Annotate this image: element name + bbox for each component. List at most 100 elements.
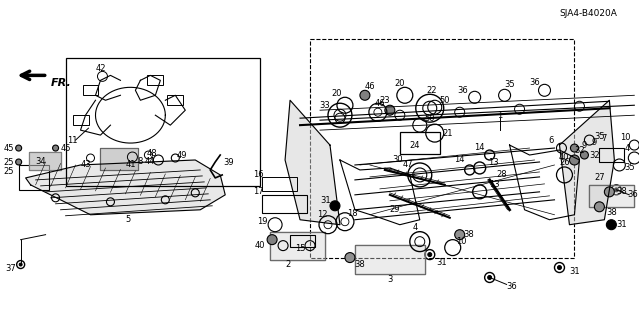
- Circle shape: [604, 187, 614, 197]
- Bar: [600, 148, 625, 162]
- Text: 30: 30: [392, 155, 403, 165]
- Text: 9: 9: [582, 141, 587, 150]
- Text: 47: 47: [403, 160, 413, 169]
- Text: 1: 1: [497, 111, 502, 120]
- Text: 31: 31: [616, 220, 627, 229]
- Polygon shape: [589, 185, 634, 207]
- Polygon shape: [29, 152, 61, 170]
- Text: 17: 17: [253, 187, 264, 197]
- Text: SJA4-B4020A: SJA4-B4020A: [559, 9, 617, 18]
- Bar: [270, 232, 325, 260]
- Circle shape: [557, 265, 561, 270]
- Text: 36: 36: [627, 190, 637, 199]
- Text: 38: 38: [355, 260, 365, 269]
- Text: 46: 46: [374, 99, 385, 108]
- Text: 3: 3: [387, 275, 392, 284]
- Bar: [29, 152, 61, 170]
- Text: 38: 38: [606, 208, 617, 217]
- Text: 25: 25: [3, 159, 14, 167]
- Text: 4: 4: [412, 223, 417, 232]
- Text: 34: 34: [35, 158, 46, 167]
- Circle shape: [360, 90, 370, 100]
- Text: 22: 22: [426, 86, 437, 95]
- Text: 24: 24: [410, 141, 420, 150]
- Text: 35: 35: [624, 163, 635, 173]
- Text: 28: 28: [496, 170, 507, 179]
- Text: 14: 14: [474, 143, 485, 152]
- Text: 33: 33: [319, 101, 330, 110]
- Text: 8: 8: [138, 158, 143, 167]
- Bar: [167, 95, 183, 105]
- Bar: [147, 75, 163, 85]
- Text: 42: 42: [95, 64, 106, 73]
- Text: 31: 31: [569, 267, 580, 276]
- Bar: [310, 39, 575, 257]
- Text: 32: 32: [574, 145, 585, 154]
- Bar: [290, 235, 315, 247]
- Text: 12: 12: [317, 210, 327, 219]
- Text: 20: 20: [395, 79, 405, 88]
- Circle shape: [570, 144, 579, 152]
- Text: 32: 32: [589, 151, 600, 160]
- Circle shape: [15, 159, 22, 165]
- Text: 31: 31: [321, 196, 332, 205]
- Text: 36: 36: [458, 86, 468, 95]
- Text: 38: 38: [616, 187, 627, 197]
- Text: 13: 13: [490, 180, 500, 189]
- Circle shape: [606, 220, 616, 230]
- Text: 16: 16: [253, 170, 264, 179]
- Bar: [72, 115, 88, 125]
- Bar: [262, 195, 307, 213]
- Text: 40: 40: [558, 152, 569, 161]
- Text: 41: 41: [125, 160, 136, 169]
- Text: 46: 46: [365, 82, 375, 91]
- Polygon shape: [26, 160, 225, 215]
- Bar: [83, 85, 99, 95]
- Text: 44: 44: [145, 158, 156, 167]
- Text: 23: 23: [380, 96, 390, 105]
- Text: 35: 35: [504, 80, 515, 89]
- Polygon shape: [270, 232, 325, 260]
- Text: 10: 10: [456, 237, 467, 246]
- Circle shape: [595, 202, 604, 212]
- Bar: [65, 58, 260, 186]
- Text: 19: 19: [257, 217, 268, 226]
- Bar: [100, 148, 138, 170]
- Text: 15: 15: [295, 244, 305, 253]
- Text: 37: 37: [5, 264, 16, 273]
- Bar: [355, 245, 425, 274]
- Text: 29: 29: [390, 205, 400, 214]
- Text: 5: 5: [126, 215, 131, 224]
- Text: 18: 18: [347, 209, 357, 218]
- Text: 11: 11: [67, 136, 78, 145]
- Circle shape: [330, 201, 340, 211]
- Text: 36: 36: [529, 78, 540, 87]
- Polygon shape: [285, 100, 340, 225]
- Circle shape: [454, 230, 465, 240]
- Text: 39: 39: [223, 159, 234, 167]
- Text: 4: 4: [625, 144, 630, 152]
- Text: 45: 45: [3, 144, 14, 152]
- Bar: [589, 185, 634, 207]
- Circle shape: [385, 105, 395, 115]
- Circle shape: [52, 145, 59, 151]
- Circle shape: [19, 263, 22, 266]
- Circle shape: [15, 145, 22, 151]
- Circle shape: [428, 253, 432, 256]
- Text: 45: 45: [60, 144, 71, 152]
- Text: 20: 20: [332, 89, 342, 98]
- Circle shape: [580, 151, 588, 159]
- Circle shape: [345, 253, 355, 263]
- Text: 40: 40: [255, 241, 266, 250]
- Bar: [262, 177, 297, 191]
- Text: 31: 31: [436, 258, 447, 267]
- Polygon shape: [559, 100, 614, 225]
- Text: 9: 9: [592, 137, 597, 146]
- Text: 2: 2: [285, 260, 291, 269]
- Circle shape: [570, 155, 579, 165]
- Text: 10: 10: [620, 133, 630, 142]
- Text: 49: 49: [177, 151, 188, 160]
- Text: FR.: FR.: [51, 78, 71, 88]
- Text: 48: 48: [147, 149, 157, 158]
- Text: 50: 50: [424, 114, 435, 123]
